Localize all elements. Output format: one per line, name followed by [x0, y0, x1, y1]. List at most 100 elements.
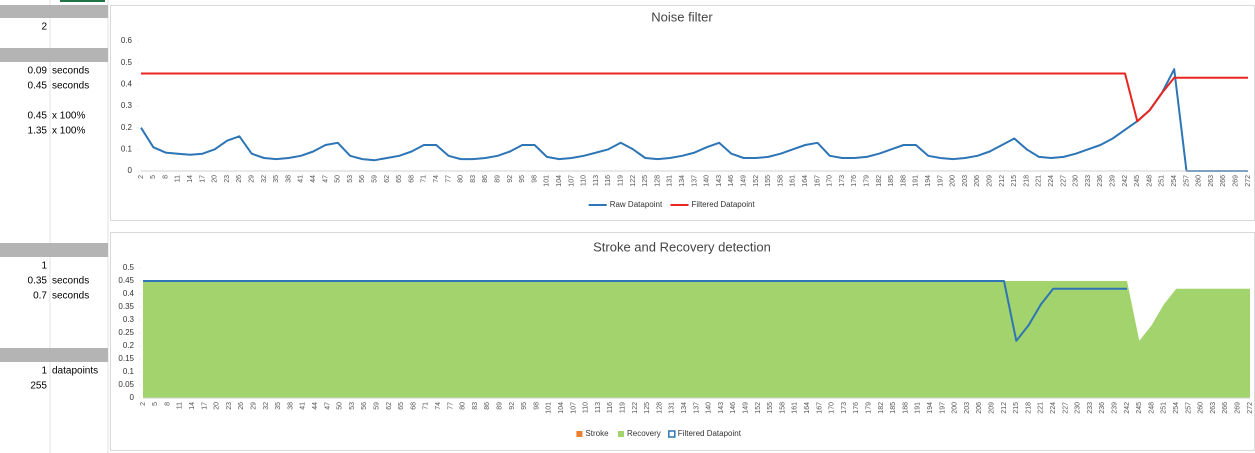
legend-label: Filtered Datapoint	[692, 200, 756, 209]
y-tick-label: 0.2	[121, 123, 133, 132]
x-tick-label: 254	[1173, 402, 1180, 414]
cell-unit: seconds	[52, 66, 89, 77]
y-tick-label: 0.4	[121, 79, 133, 88]
x-tick-label: 176	[853, 402, 860, 414]
x-tick-label: 239	[1110, 175, 1117, 187]
x-tick-label: 59	[374, 402, 381, 410]
x-tick-label: 155	[765, 175, 772, 187]
x-tick-label: 260	[1196, 175, 1203, 187]
x-tick-label: 197	[937, 175, 944, 187]
x-tick-label: 113	[595, 402, 602, 413]
header-rows	[0, 5, 108, 362]
x-tick-label: 224	[1048, 175, 1055, 187]
x-tick-label: 143	[718, 402, 725, 414]
x-tick-label: 185	[890, 402, 897, 414]
legend-label: Recovery	[627, 429, 661, 438]
x-tick-label: 140	[706, 402, 713, 414]
x-tick-label: 170	[829, 402, 836, 414]
cell-value: 255	[30, 381, 47, 392]
x-tick-label: 95	[519, 175, 526, 183]
x-tick-label: 14	[189, 402, 196, 410]
x-tick-label: 11	[175, 175, 182, 182]
y-tick-label: 0.3	[121, 101, 133, 110]
x-tick-label: 92	[507, 175, 514, 183]
y-tick-label: 0.5	[121, 58, 133, 67]
y-tick-label: 0.4	[123, 289, 135, 298]
x-tick-label: 257	[1185, 402, 1192, 414]
cell-unit: x 100%	[52, 111, 85, 122]
cell-value: 0.45	[28, 111, 48, 122]
x-tick-label: 50	[337, 402, 344, 410]
x-tick-label: 29	[251, 402, 258, 410]
legend-label: Stroke	[585, 429, 609, 438]
x-tick-label: 32	[261, 175, 268, 183]
x-tick-label: 170	[827, 175, 834, 187]
x-tick-label: 47	[322, 175, 329, 183]
x-tick-label: 137	[693, 402, 700, 414]
y-tick-label: 0.2	[123, 341, 135, 350]
cell-unit: x 100%	[52, 126, 85, 137]
x-tick-label: 17	[199, 175, 206, 183]
x-tick-label: 215	[1013, 402, 1020, 414]
cell-value: 1.35	[28, 126, 48, 137]
x-tick-label: 266	[1222, 402, 1229, 414]
x-tick-label: 263	[1210, 402, 1217, 414]
x-tick-label: 248	[1146, 175, 1153, 187]
x-tick-label: 245	[1134, 175, 1141, 187]
x-tick-label: 14	[187, 175, 194, 183]
x-tick-label: 230	[1075, 402, 1082, 414]
x-tick-label: 179	[866, 402, 873, 414]
x-tick-label: 167	[814, 175, 821, 187]
x-tick-label: 56	[359, 175, 366, 183]
chart-frame	[110, 5, 1255, 221]
x-tick-label: 218	[1025, 402, 1032, 414]
x-tick-label: 92	[509, 402, 516, 410]
x-tick-label: 98	[531, 175, 538, 183]
x-tick-label: 128	[656, 402, 663, 414]
x-tick-label: 44	[312, 402, 319, 410]
cell-unit: datapoints	[52, 366, 98, 377]
x-tick-label: 197	[939, 402, 946, 414]
x-tick-label: 191	[913, 175, 920, 187]
x-tick-label: 212	[999, 175, 1006, 187]
x-tick-label: 251	[1161, 402, 1168, 414]
x-tick-label: 260	[1198, 402, 1205, 414]
x-tick-label: 173	[841, 402, 848, 414]
x-tick-label: 83	[470, 175, 477, 183]
x-tick-label: 236	[1099, 402, 1106, 414]
x-tick-label: 221	[1036, 175, 1043, 187]
x-tick-label: 236	[1097, 175, 1104, 187]
x-tick-label: 71	[423, 402, 430, 410]
series-line	[140, 68, 1248, 172]
x-tick-label: 107	[568, 175, 575, 187]
x-tick-label: 233	[1087, 402, 1094, 414]
x-tick-label: 5	[152, 402, 159, 406]
x-tick-label: 38	[287, 402, 294, 410]
x-tick-label: 161	[790, 175, 797, 187]
y-tick-label: 0.15	[118, 354, 134, 363]
x-tick-label: 215	[1011, 175, 1018, 187]
x-tick-label: 80	[458, 175, 465, 183]
x-tick-label: 125	[642, 175, 649, 187]
legend-label: Filtered Datapoint	[678, 429, 742, 438]
cell-value: 2	[41, 22, 47, 33]
cell-value: 0.45	[28, 81, 48, 92]
x-tick-label: 77	[447, 402, 454, 410]
selection	[60, 0, 105, 2]
legend-swatch	[576, 431, 583, 437]
y-tick-label: 0.5	[123, 263, 135, 272]
x-tick-label: 98	[533, 402, 540, 410]
x-tick-label: 110	[583, 402, 590, 413]
x-tick-label: 134	[679, 175, 686, 187]
x-tick-label: 29	[249, 175, 256, 183]
x-tick-label: 128	[654, 175, 661, 187]
x-tick-label: 20	[212, 175, 219, 183]
x-tick-label: 80	[460, 402, 467, 410]
x-tick-label: 59	[372, 175, 379, 183]
x-tick-label: 194	[927, 402, 934, 414]
x-tick-label: 176	[851, 175, 858, 187]
y-tick-label: 0.35	[118, 302, 134, 311]
x-tick-label: 227	[1060, 175, 1067, 187]
x-tick-label: 149	[743, 402, 750, 414]
